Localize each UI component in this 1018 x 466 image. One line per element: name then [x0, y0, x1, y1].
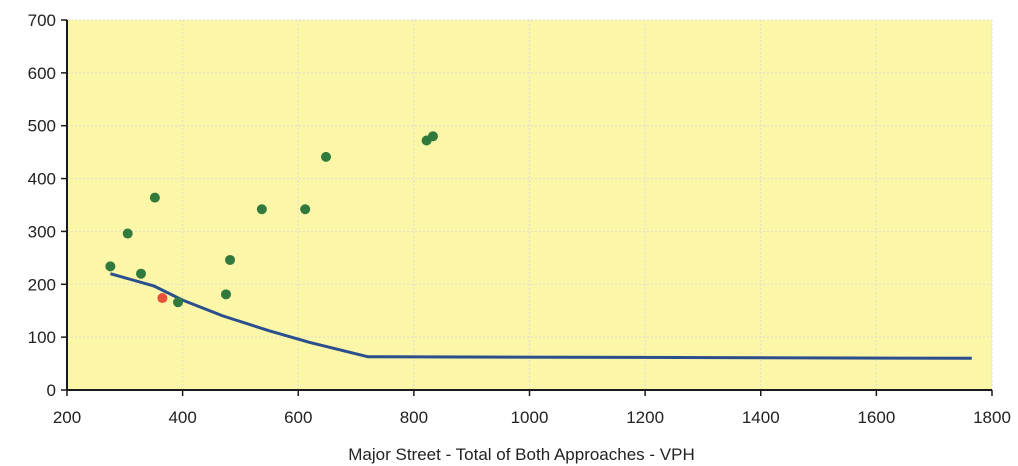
- x-tick-label-1000: 1000: [511, 408, 549, 427]
- x-tick-label-1800: 1800: [973, 408, 1011, 427]
- threshold-line: [109, 272, 972, 360]
- highlight-point: [157, 293, 168, 304]
- y-tick-label-400: 400: [28, 170, 56, 189]
- data-point-6: [225, 254, 236, 265]
- x-tick-label-600: 600: [284, 408, 312, 427]
- x-tick-label-400: 400: [168, 408, 196, 427]
- data-point-7: [256, 204, 267, 215]
- data-point-2: [136, 268, 146, 279]
- gridlines: [67, 19, 993, 390]
- x-tick-label-1600: 1600: [857, 408, 895, 427]
- data-point-3: [149, 192, 160, 203]
- data-point-9: [321, 151, 331, 162]
- data-point-1: [122, 228, 133, 239]
- data-point-0: [105, 261, 116, 272]
- data-point-4: [173, 297, 183, 308]
- data-point-5: [220, 289, 231, 300]
- y-tick-label-300: 300: [28, 222, 56, 241]
- x-tick-label-800: 800: [400, 408, 428, 427]
- y-tick-label-100: 100: [28, 328, 56, 347]
- y-tick-label-700: 700: [28, 11, 56, 30]
- y-tick-label-500: 500: [28, 117, 56, 136]
- data-marks: [105, 131, 972, 360]
- x-axis-ticks: 200 400 600 800 1000 1200 1400 1600 1800: [53, 390, 1011, 427]
- x-tick-label-200: 200: [53, 408, 81, 427]
- y-tick-label-600: 600: [28, 64, 56, 83]
- y-tick-label-200: 200: [28, 275, 56, 294]
- y-axis-ticks: 0 100 200 300 400 500 600 700: [28, 11, 67, 400]
- data-point-8: [300, 204, 311, 215]
- y-tick-label-0: 0: [47, 381, 56, 400]
- x-axis-title: Major Street - Total of Both Approaches …: [348, 445, 694, 464]
- x-tick-label-1200: 1200: [626, 408, 664, 427]
- x-tick-label-1400: 1400: [742, 408, 780, 427]
- data-point-11: [427, 131, 438, 142]
